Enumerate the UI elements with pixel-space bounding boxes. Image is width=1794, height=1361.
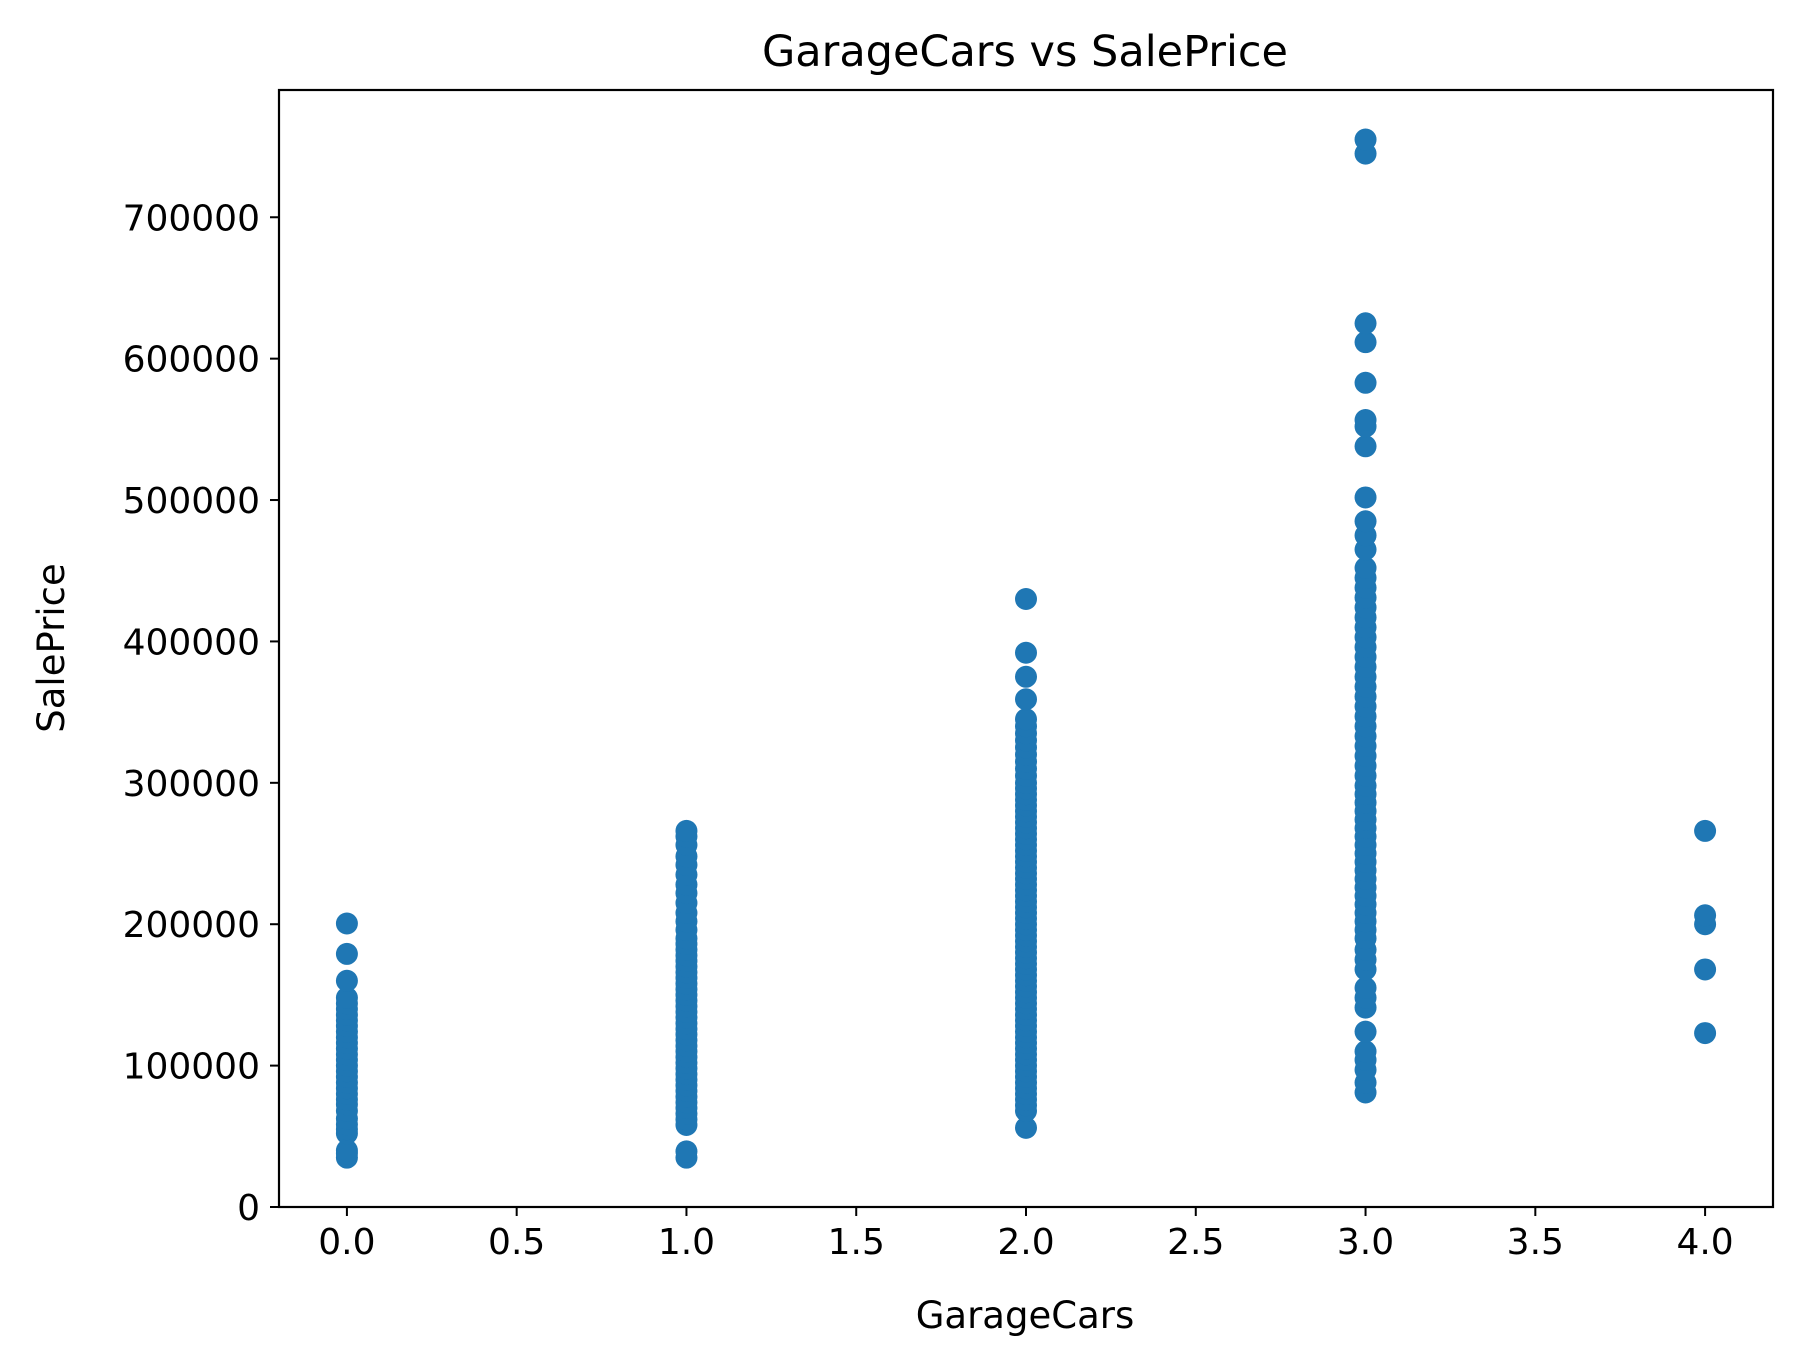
x-axis-label: GarageCars: [916, 1294, 1134, 1337]
data-point: [335, 942, 358, 965]
data-point: [335, 912, 358, 935]
data-point: [335, 969, 358, 992]
y-axis: 0 100000 200000 300000 400000 500000 600000 700…: [123, 198, 279, 1229]
data-point: [675, 1140, 698, 1163]
x-tick-label: 0.5: [488, 1222, 545, 1263]
chart-title: GarageCars vs SalePrice: [762, 27, 1288, 77]
data-point: [1694, 1022, 1717, 1045]
data-point: [1015, 708, 1037, 731]
data-point: [1354, 486, 1377, 509]
data-point: [1354, 128, 1377, 151]
y-tick-label: 400000: [123, 622, 260, 663]
data-point: [675, 819, 698, 842]
data-point: [1015, 665, 1037, 688]
data-point: [335, 986, 358, 1009]
y-axis-label: SalePrice: [30, 563, 73, 732]
x-tick-label: 1.0: [658, 1222, 715, 1263]
data-point: [1354, 1020, 1377, 1043]
x-tick-label: 2.0: [997, 1222, 1054, 1263]
data-point: [1354, 371, 1377, 394]
data-point: [1694, 819, 1717, 842]
y-tick-label: 300000: [123, 764, 260, 805]
y-tick-label: 700000: [123, 198, 260, 239]
x-tick-label: 3.0: [1337, 1222, 1394, 1263]
data-point: [1354, 409, 1377, 432]
y-tick-label: 100000: [123, 1047, 260, 1088]
data-point: [1694, 958, 1717, 981]
x-tick-label: 2.5: [1167, 1222, 1224, 1263]
y-tick-label: 200000: [123, 905, 260, 946]
x-axis: 0.0 0.5 1.0 1.5 2.0 2.5 3.0 3.5 4.0: [318, 1207, 1734, 1263]
x-tick-label: 4.0: [1676, 1222, 1733, 1263]
data-point: [1354, 510, 1377, 533]
data-point: [1354, 976, 1377, 999]
data-point: [1015, 641, 1037, 664]
data-point: [1015, 1116, 1037, 1139]
y-tick-label: 500000: [123, 481, 260, 522]
data-point: [1694, 904, 1717, 927]
x-tick-label: 0.0: [318, 1222, 375, 1263]
y-tick-label: 0: [237, 1188, 260, 1229]
y-tick-label: 600000: [123, 340, 260, 381]
data-point: [1354, 312, 1377, 335]
data-point: [1354, 556, 1377, 579]
plot-frame: [277, 88, 1775, 1209]
data-point: [335, 1139, 358, 1162]
data-points: [335, 128, 1717, 1169]
data-point: [1015, 588, 1037, 611]
x-tick-label: 1.5: [828, 1222, 885, 1263]
data-point: [1015, 688, 1037, 711]
x-tick-label: 3.5: [1507, 1222, 1564, 1263]
data-point: [1354, 1040, 1377, 1063]
data-point: [1354, 331, 1377, 354]
data-point: [1354, 435, 1377, 458]
